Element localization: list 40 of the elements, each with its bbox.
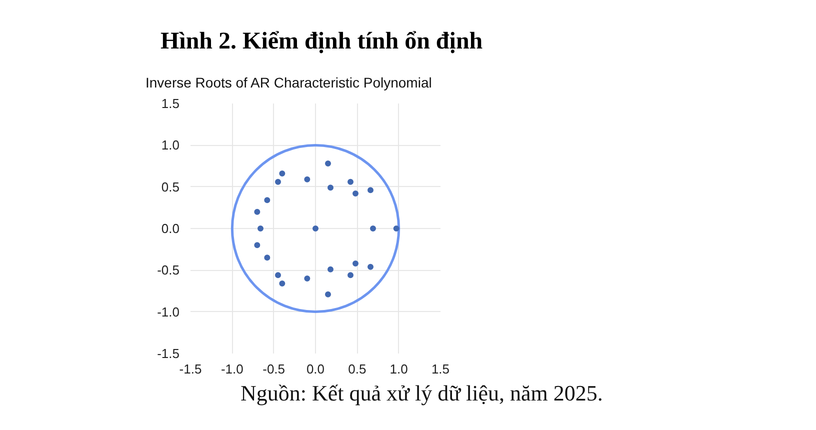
x-tick-label: -0.5 — [262, 362, 286, 376]
point — [325, 291, 331, 298]
y-tick-label: 1.5 — [161, 96, 180, 111]
y-tick-label: 1.0 — [161, 138, 180, 153]
x-tick-label: 1.5 — [431, 362, 450, 376]
y-tick-label: 0.0 — [161, 221, 180, 236]
chart-title: Hình 2. Kiểm định tính ổn định — [160, 28, 483, 54]
point — [279, 280, 286, 286]
point — [304, 276, 310, 282]
point — [275, 178, 281, 185]
y-tick-label: -1.0 — [157, 304, 180, 320]
point — [328, 184, 334, 191]
x-tick-label: 0.5 — [348, 362, 366, 376]
point — [348, 178, 354, 185]
point — [368, 264, 374, 270]
point — [328, 266, 334, 272]
point — [254, 208, 260, 215]
point — [393, 226, 400, 232]
point — [325, 160, 331, 166]
point — [275, 272, 281, 278]
point — [254, 242, 260, 248]
y-tick-label: 0.5 — [161, 179, 180, 194]
x-tick-label: -1.5 — [179, 362, 202, 376]
point — [352, 190, 358, 196]
point — [370, 226, 376, 232]
y-tick-label: -1.5 — [157, 346, 180, 361]
point — [264, 197, 270, 204]
point — [368, 187, 374, 194]
point — [279, 170, 286, 176]
x-tick-label: 1.0 — [390, 362, 408, 376]
point — [258, 226, 264, 232]
point — [264, 254, 270, 261]
x-tick-label: 0.0 — [306, 362, 325, 376]
y-tick-label: -0.5 — [157, 262, 180, 278]
text: Nguồn: Kết quả xử lý dữ liệu, năm 2025. — [240, 380, 603, 406]
point — [304, 176, 310, 182]
point — [352, 260, 358, 266]
chart-subtitle: Inverse Roots of AR Characteristic Polynomial — [146, 74, 432, 90]
point — [348, 272, 354, 278]
x-tick-label: -1.0 — [220, 362, 244, 376]
